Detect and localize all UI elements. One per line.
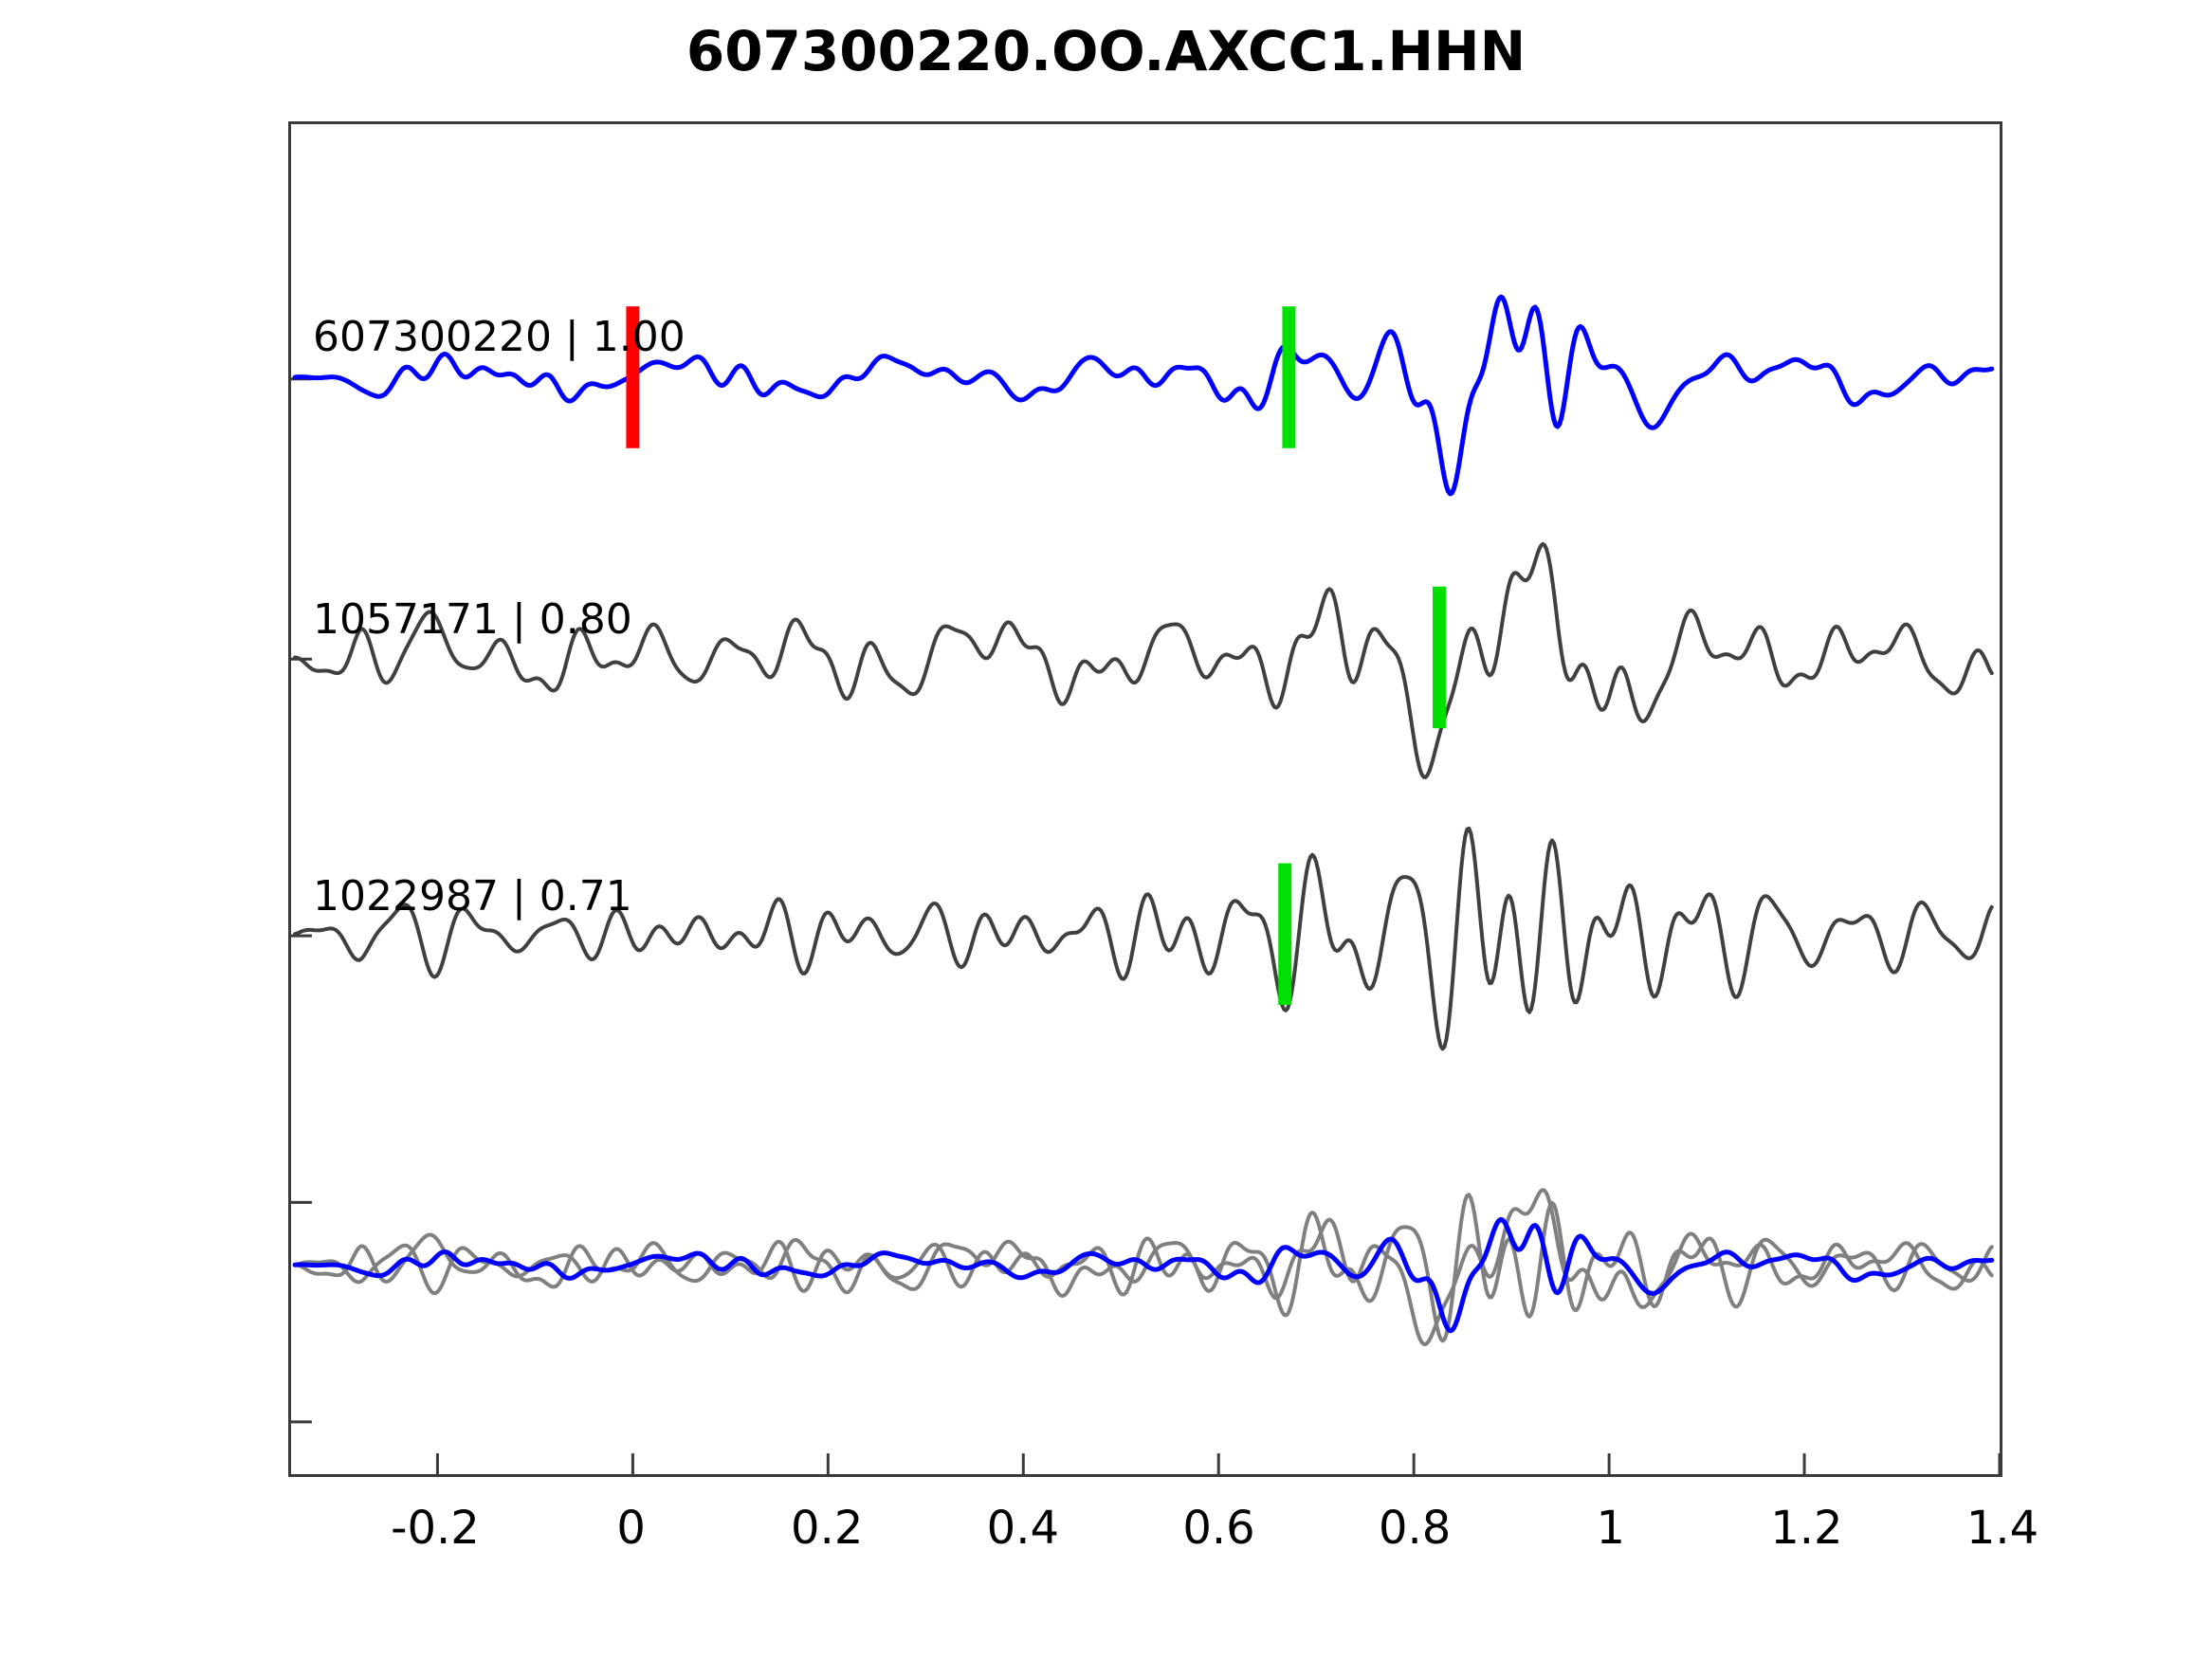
plot-axes bbox=[288, 121, 2002, 1477]
x-tick-label: 0.8 bbox=[1378, 1502, 1452, 1555]
x-tick-label: 0.6 bbox=[1182, 1502, 1255, 1555]
x-tick-label: 1.4 bbox=[1965, 1502, 2039, 1555]
x-tick-label: 0.2 bbox=[791, 1502, 864, 1555]
waveform-trace bbox=[293, 826, 1994, 1051]
x-tick-label: 1 bbox=[1596, 1502, 1626, 1555]
waveform-trace bbox=[292, 294, 1995, 497]
x-tick-label: 0 bbox=[616, 1502, 646, 1555]
overlay-waveform-trace bbox=[293, 1193, 1994, 1343]
phase-pick-marker bbox=[1278, 863, 1292, 1006]
overlay-waveform-trace bbox=[293, 1188, 1994, 1346]
phase-pick-marker bbox=[1432, 586, 1446, 729]
trace-label-1057171: 1057171 | 0.80 bbox=[313, 595, 632, 644]
trace-label-1022987: 1022987 | 0.71 bbox=[313, 872, 632, 921]
x-tick-label: 1.2 bbox=[1770, 1502, 1843, 1555]
x-tick-label: 0.4 bbox=[986, 1502, 1060, 1555]
trace-label-607300220: 607300220 | 1.00 bbox=[313, 313, 686, 361]
x-tick-label: -0.2 bbox=[391, 1502, 480, 1555]
overlay-waveform-trace bbox=[292, 1216, 1995, 1334]
waveform-trace bbox=[293, 541, 1994, 779]
page-title: 607300220.OO.AXCC1.HHN bbox=[686, 19, 1526, 83]
phase-pick-marker bbox=[1282, 306, 1296, 448]
origin-time-marker bbox=[626, 306, 640, 448]
waveform-plot bbox=[291, 294, 2000, 1474]
